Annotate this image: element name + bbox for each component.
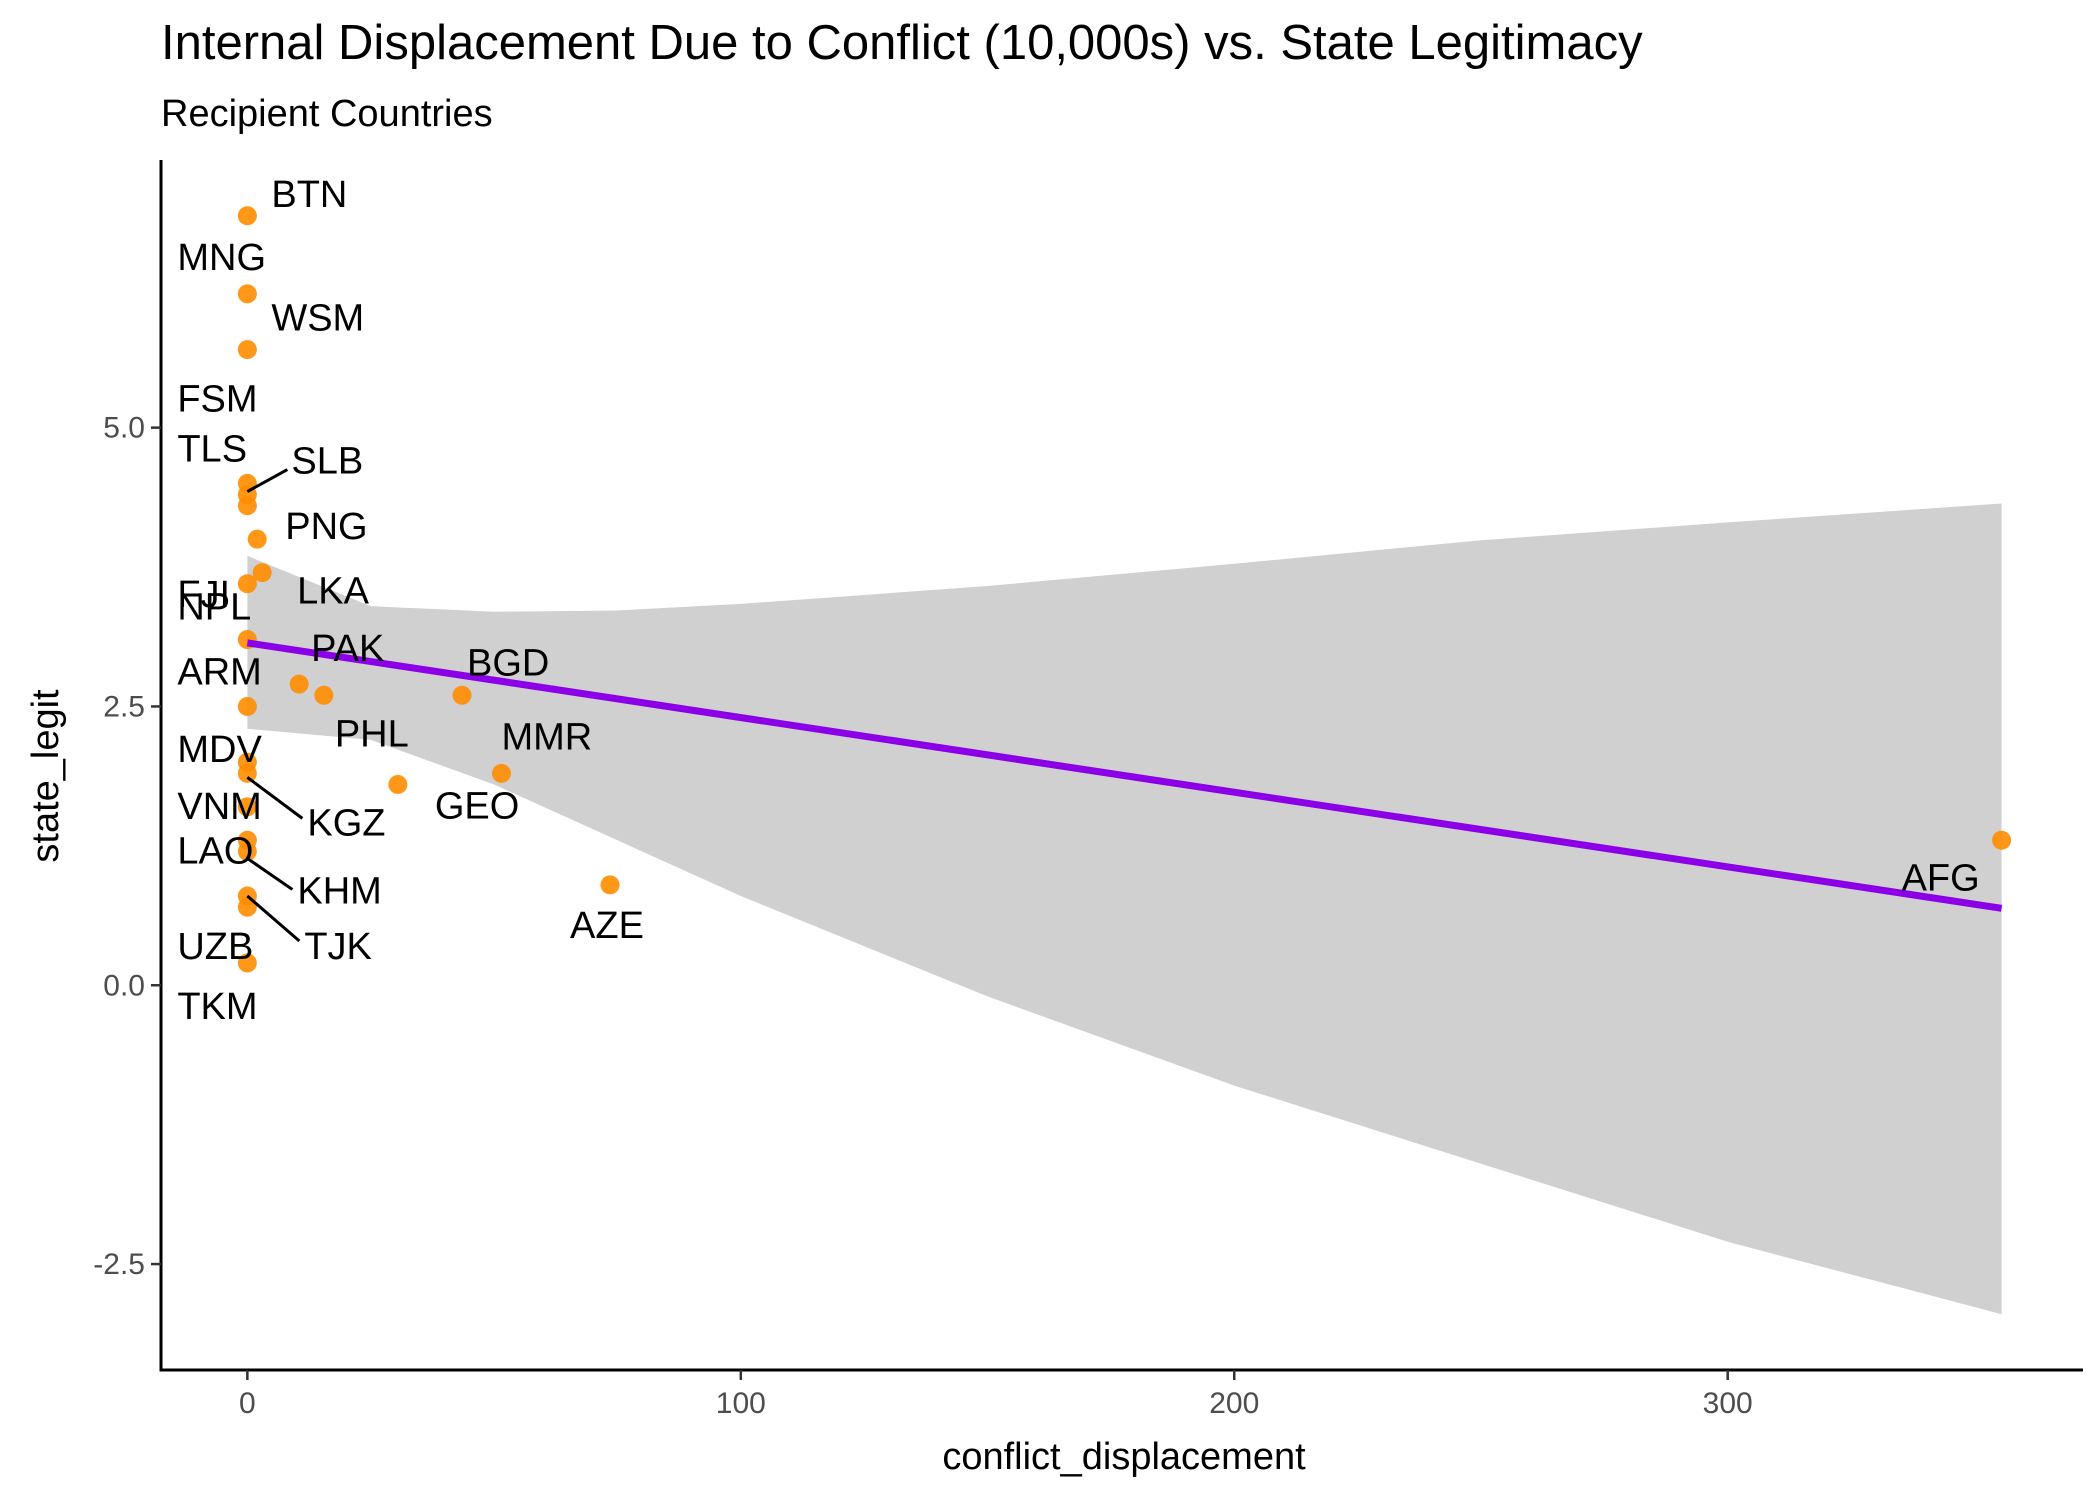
point-label-khm: KHM [297,870,381,912]
data-point-mmr [491,763,511,783]
data-point-uzb [237,897,257,917]
point-label-tkm: TKM [177,986,257,1028]
point-label-tjk: TJK [304,926,372,968]
point-label-pak: PAK [311,628,384,670]
y-tick-label: 2.5 [103,690,145,723]
data-point-vnm [237,797,257,817]
y-tick-label: 5.0 [103,412,145,445]
data-point-lka [252,563,272,583]
data-point-arm [237,696,257,716]
data-point-pak [289,674,309,694]
point-label-lao: LAO [177,830,253,872]
label-leader-tjk [246,894,301,943]
label-leader-slb [246,468,289,493]
point-label-uzb: UZB [177,926,253,968]
point-label-tls: TLS [177,429,247,471]
label-leader-khm [246,857,294,891]
chart-subtitle: Recipient Countries [161,93,493,135]
label-leader-kgz [246,776,304,820]
data-point-btn [237,206,257,226]
point-label-fsm: FSM [177,378,257,420]
data-point-wsm [237,340,257,360]
x-tick-label: 100 [716,1387,766,1420]
x-tick-label: 200 [1209,1387,1259,1420]
point-label-mdv: MDV [177,729,262,771]
data-point-afg [1992,830,2012,850]
point-label-arm: ARM [177,651,261,693]
data-point-bgd [452,685,472,705]
y-axis-title: state_legit [25,689,67,863]
point-label-afg: AFG [1902,857,1980,899]
data-point-geo [388,775,408,795]
data-point-mng [237,284,257,304]
data-point-fji [237,574,257,594]
y-tick-label: -2.5 [93,1248,145,1281]
point-label-aze: AZE [570,905,644,947]
point-label-bgd: BGD [467,642,549,684]
point-label-vnm: VNM [177,786,261,828]
point-label-mmr: MMR [501,716,592,758]
data-point-aze [600,875,620,895]
point-label-btn: BTN [271,174,347,216]
point-label-slb: SLB [291,441,363,483]
point-label-fji: FJI [177,574,230,616]
data-point-khm [237,841,257,861]
point-label-npl: NPL [177,587,251,629]
x-tick-label: 300 [1703,1387,1753,1420]
data-point-phl [314,685,334,705]
data-point-kgz [237,763,257,783]
point-label-png: PNG [285,506,367,548]
regression-line [246,639,2003,912]
x-tick-label: 0 [239,1387,256,1420]
point-label-wsm: WSM [271,298,364,340]
x-axis-title: conflict_displacement [942,1436,1306,1478]
point-label-geo: GEO [435,786,519,828]
confidence-band [247,503,2002,1315]
point-label-phl: PHL [335,713,409,755]
y-tick-label: 0.0 [103,969,145,1002]
point-label-mng: MNG [177,237,266,279]
point-label-lka: LKA [297,571,369,613]
point-label-kgz: KGZ [307,802,385,844]
data-point-png [247,529,267,549]
data-point-tkm [237,953,257,973]
chart-title: Internal Displacement Due to Conflict (1… [161,16,1643,70]
